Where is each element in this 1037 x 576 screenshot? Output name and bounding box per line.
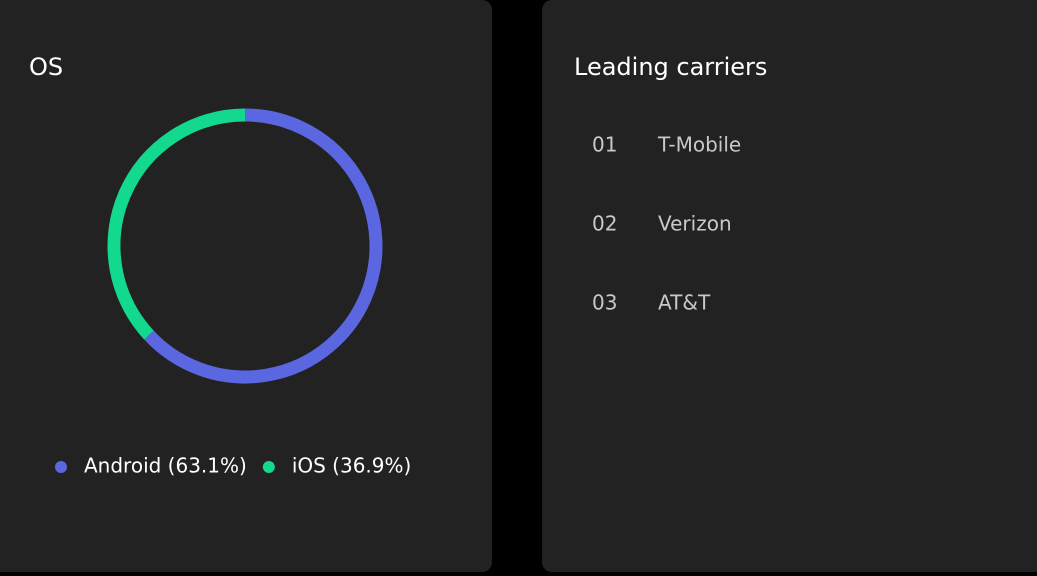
- carriers-card: [542, 0, 1037, 572]
- legend-label: Android (63.1%): [84, 454, 247, 478]
- carrier-name: T-Mobile: [657, 133, 741, 157]
- carrier-rank: 02: [592, 212, 617, 236]
- carriers-title: Leading carriers: [574, 53, 767, 81]
- os-card: [0, 0, 492, 572]
- legend-marker: [55, 461, 67, 473]
- carrier-name: AT&T: [658, 291, 711, 315]
- legend-marker: [262, 461, 275, 473]
- carrier-rank: 03: [592, 291, 617, 315]
- chart-title: OS: [29, 53, 63, 81]
- carrier-name: Verizon: [658, 212, 732, 236]
- donut-segment: [107, 108, 246, 340]
- carrier-rank: 01: [592, 133, 617, 157]
- donut-segment: [144, 108, 383, 384]
- legend-label: iOS (36.9%): [292, 454, 412, 478]
